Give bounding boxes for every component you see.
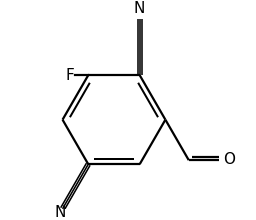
Text: O: O	[223, 152, 235, 167]
Text: N: N	[134, 1, 145, 16]
Text: F: F	[66, 68, 74, 83]
Text: N: N	[55, 205, 66, 220]
